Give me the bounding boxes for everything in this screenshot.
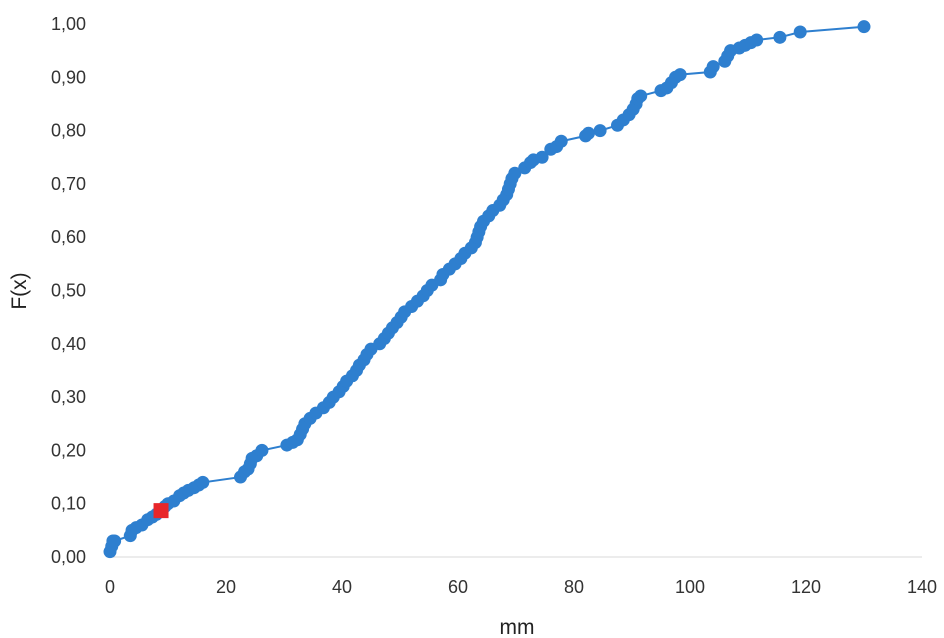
x-tick-label: 0 — [105, 577, 115, 597]
data-point — [773, 30, 787, 44]
y-tick-label: 0,10 — [51, 494, 86, 514]
data-point — [857, 20, 871, 34]
data-point — [108, 534, 122, 548]
y-tick-label: 0,80 — [51, 121, 86, 141]
y-tick-label: 0,90 — [51, 67, 86, 87]
data-point — [673, 68, 687, 82]
data-point — [535, 150, 549, 164]
series-layer — [103, 20, 871, 559]
x-tick-label: 20 — [216, 577, 236, 597]
data-point — [593, 124, 607, 138]
x-tick-label: 140 — [907, 577, 937, 597]
data-point — [508, 166, 522, 180]
data-point — [634, 89, 648, 103]
data-point — [196, 475, 210, 489]
y-tick-label: 0,20 — [51, 440, 86, 460]
data-point — [706, 60, 720, 74]
data-point — [750, 33, 764, 47]
data-point — [255, 443, 269, 457]
y-tick-label: 1,00 — [51, 14, 86, 34]
x-tick-label: 40 — [332, 577, 352, 597]
y-axis-title: F(x) — [8, 272, 31, 309]
data-point — [793, 25, 807, 39]
y-tick-label: 0,30 — [51, 387, 86, 407]
y-tick-label: 0,70 — [51, 174, 86, 194]
data-point — [582, 126, 595, 140]
y-tick-label: 0,00 — [51, 547, 86, 567]
x-tick-label: 60 — [448, 577, 468, 597]
y-tick-label: 0,40 — [51, 334, 86, 354]
x-tick-labels: 0 20 40 60 80 100 120 140 — [105, 577, 937, 597]
x-tick-label: 120 — [791, 577, 821, 597]
y-tick-labels: 0,00 0,10 0,20 0,30 0,40 0,50 0,60 0,70 0,80 0,90… — [51, 14, 86, 567]
data-point — [554, 134, 568, 148]
y-tick-label: 0,60 — [51, 227, 86, 247]
x-tick-label: 80 — [564, 577, 584, 597]
x-axis-title: mm — [500, 616, 535, 638]
highlight-point — [153, 503, 169, 519]
x-tick-label: 100 — [675, 577, 705, 597]
series-line — [109, 25, 865, 553]
y-tick-label: 0,50 — [51, 281, 86, 301]
